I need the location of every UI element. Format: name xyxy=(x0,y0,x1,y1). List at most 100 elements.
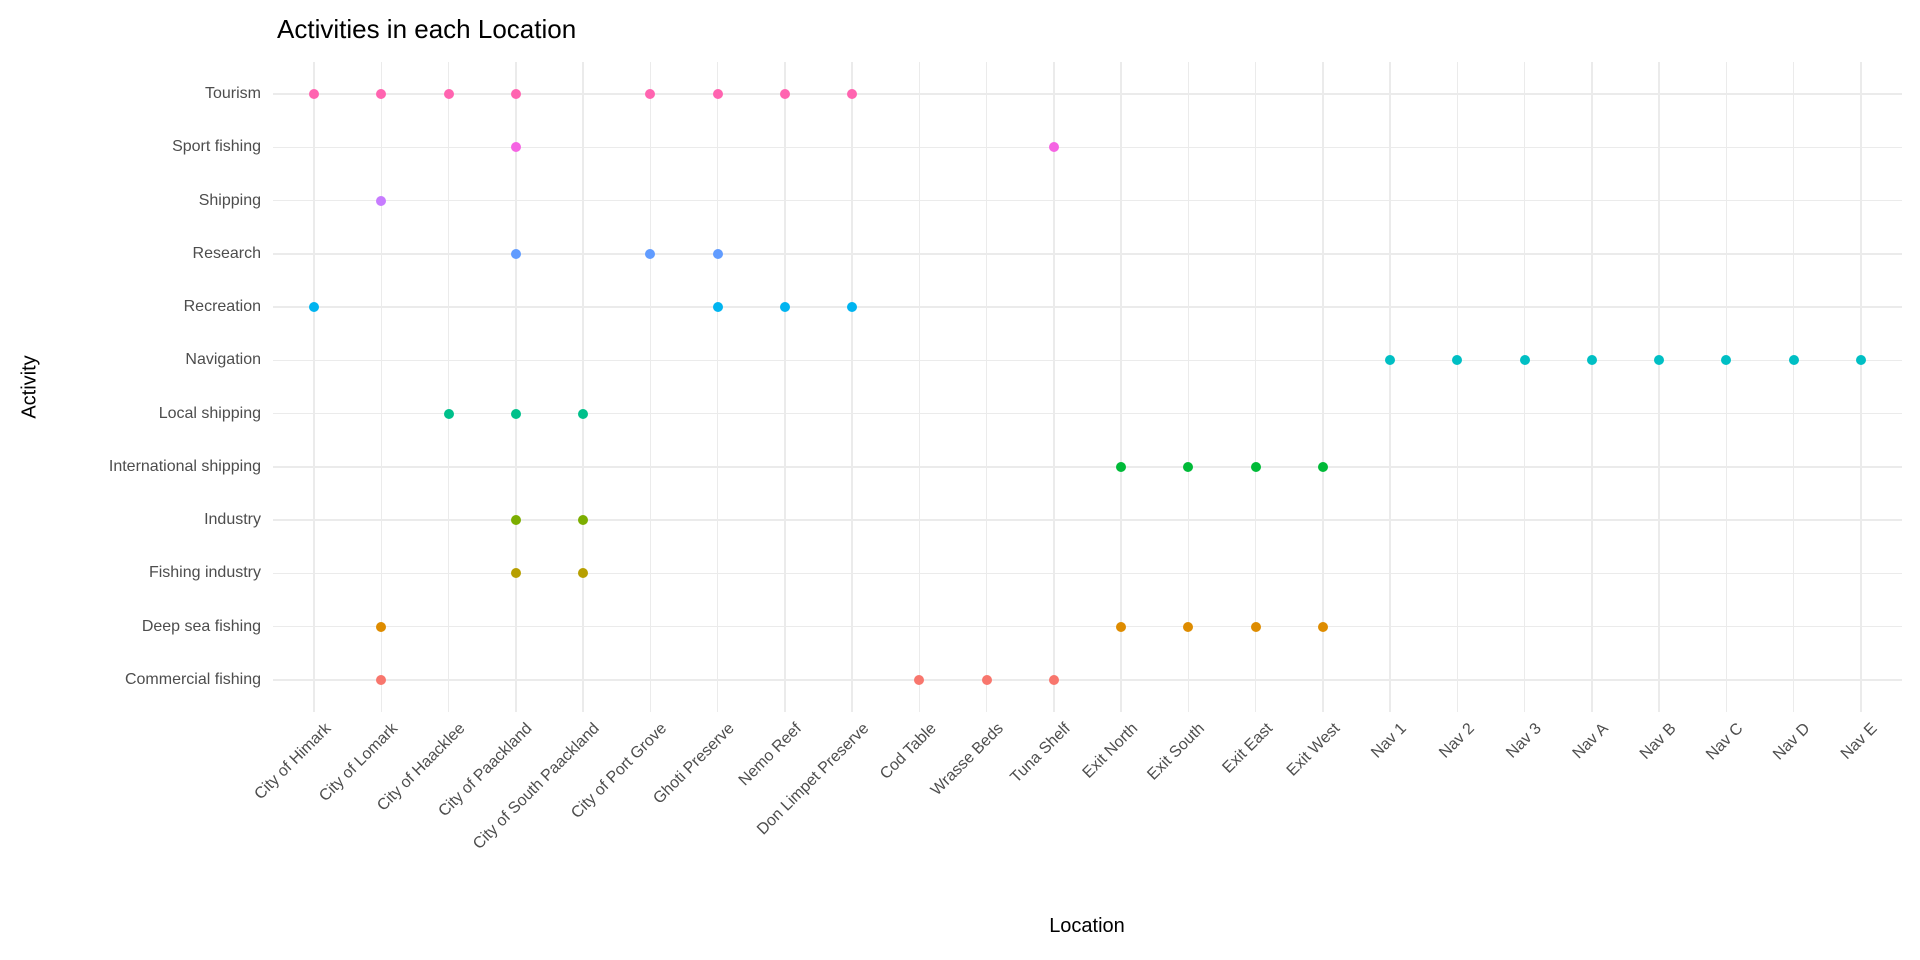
y-tick-label: Local shipping xyxy=(158,404,261,422)
data-point xyxy=(510,515,521,526)
data-point xyxy=(1317,461,1328,472)
y-tick-label: International shipping xyxy=(108,457,261,475)
gridline-vertical xyxy=(582,62,584,712)
data-point xyxy=(712,89,723,99)
x-tick-label: Nav E xyxy=(1838,720,1882,763)
y-tick-label: Fishing industry xyxy=(148,564,261,582)
gridline-horizontal xyxy=(273,519,1902,521)
gridline-vertical xyxy=(649,62,652,712)
x-tick-label: Cod Table xyxy=(876,720,940,783)
data-point xyxy=(1116,621,1127,632)
x-tick-label: Exit West xyxy=(1283,720,1343,780)
y-tick-label: Industry xyxy=(204,511,261,529)
data-point xyxy=(1586,355,1597,366)
gridline-vertical xyxy=(1591,62,1593,712)
data-point xyxy=(847,89,858,99)
gridline-horizontal xyxy=(273,466,1902,468)
y-tick-label: Navigation xyxy=(185,351,261,369)
x-tick-label: Nav B xyxy=(1636,720,1680,763)
data-point xyxy=(443,408,454,419)
x-tick-label: Exit East xyxy=(1218,720,1276,777)
x-axis-title: Location xyxy=(1049,915,1125,937)
data-point xyxy=(578,515,589,526)
data-point xyxy=(1250,461,1261,472)
data-point xyxy=(309,302,319,313)
x-tick-label: Exit South xyxy=(1144,720,1209,784)
gridline-horizontal xyxy=(273,146,1902,149)
data-point xyxy=(1048,142,1059,153)
gridline-vertical xyxy=(1322,62,1324,712)
x-tick-label: Nav C xyxy=(1703,720,1747,764)
gridline-vertical xyxy=(851,62,853,712)
x-tick-label: Exit North xyxy=(1079,720,1142,782)
gridline-vertical xyxy=(447,62,450,712)
plot-panel xyxy=(273,62,1902,712)
y-tick-label: Tourism xyxy=(204,85,261,102)
data-point xyxy=(1048,674,1059,685)
gridline-horizontal xyxy=(273,306,1902,308)
chart-title: Activities in each Location xyxy=(277,14,577,44)
gridline-horizontal xyxy=(273,625,1902,628)
gridline-horizontal xyxy=(273,359,1902,362)
gridline-vertical xyxy=(1792,62,1795,712)
data-point xyxy=(779,89,790,99)
data-point xyxy=(443,89,454,99)
data-point xyxy=(847,302,858,313)
gridline-vertical xyxy=(918,62,921,712)
data-point xyxy=(981,674,992,685)
data-point xyxy=(376,674,387,685)
data-point xyxy=(1183,621,1194,632)
data-point xyxy=(376,195,387,206)
x-tick-label: Nemo Reef xyxy=(735,720,805,790)
y-tick-label: Commercial fishing xyxy=(124,670,261,688)
gridline-vertical xyxy=(1120,62,1122,712)
y-tick-label: Recreation xyxy=(183,298,261,316)
data-point xyxy=(779,302,790,313)
data-point xyxy=(510,568,521,579)
y-tick-label: Shipping xyxy=(198,191,261,209)
gridline-horizontal xyxy=(273,199,1902,202)
data-point xyxy=(510,408,521,419)
data-point xyxy=(510,142,521,153)
data-point xyxy=(1654,355,1665,366)
gridline-vertical xyxy=(380,62,382,712)
x-tick-label: Don Limpet Preserve xyxy=(753,720,873,839)
x-tick-label: Nav 3 xyxy=(1503,720,1545,762)
x-tick-label: Nav D xyxy=(1770,720,1814,764)
gridline-vertical xyxy=(1254,62,1257,712)
data-point xyxy=(712,248,723,259)
data-point xyxy=(914,674,925,685)
gridline-vertical xyxy=(1456,62,1459,712)
gridline-vertical xyxy=(1389,62,1391,712)
data-point xyxy=(578,408,589,419)
x-tick-label: Nav A xyxy=(1569,720,1612,763)
x-tick-label: Nav 2 xyxy=(1435,720,1478,762)
y-tick-label: Deep sea fishing xyxy=(141,617,261,635)
data-point xyxy=(309,89,319,99)
data-point xyxy=(1385,355,1396,366)
x-tick-label: Tuna Shelf xyxy=(1007,720,1074,787)
gridline-horizontal xyxy=(273,93,1902,95)
y-tick-label: Sport fishing xyxy=(172,138,261,156)
data-point xyxy=(1721,355,1732,366)
data-point xyxy=(1317,621,1328,632)
gridline-vertical xyxy=(1860,62,1862,712)
gridline-horizontal xyxy=(273,253,1902,255)
y-axis-title: Activity xyxy=(18,355,41,419)
data-point xyxy=(1116,461,1127,472)
x-tick-label: Nav 1 xyxy=(1368,720,1411,762)
y-tick-label: Research xyxy=(192,244,261,262)
data-point xyxy=(510,248,521,259)
data-point xyxy=(578,568,589,579)
x-tick-label: City of South Paackland xyxy=(470,720,604,853)
gridline-vertical xyxy=(1053,62,1055,712)
gridline-vertical xyxy=(1725,62,1728,712)
data-point xyxy=(1855,355,1866,366)
data-point xyxy=(1788,355,1799,366)
data-point xyxy=(712,302,723,313)
data-point xyxy=(1519,355,1530,366)
gridline-vertical xyxy=(313,62,315,712)
gridline-vertical xyxy=(1658,62,1660,712)
data-point xyxy=(376,621,387,632)
